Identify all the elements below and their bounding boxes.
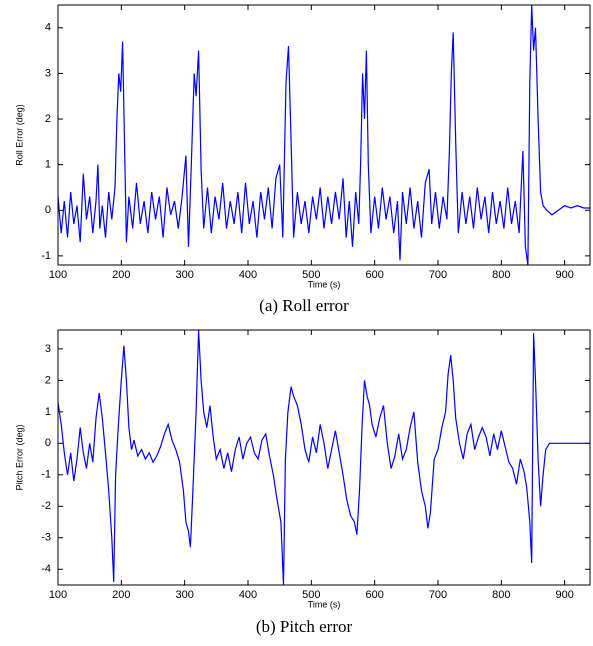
- y-tick-label: -4: [41, 563, 51, 575]
- x-tick-label: 200: [112, 269, 130, 281]
- y-axis-label: Roll Error (deg): [14, 104, 24, 166]
- y-tick-label: 2: [45, 374, 51, 386]
- x-tick-label: 500: [302, 589, 320, 601]
- y-tick-label: 1: [45, 406, 51, 418]
- x-tick-label: 400: [239, 269, 257, 281]
- data-line: [57, 4, 590, 266]
- y-tick-label: 3: [45, 67, 51, 79]
- x-tick-label: 600: [365, 589, 383, 601]
- x-tick-label: 300: [175, 589, 193, 601]
- y-tick-label: -2: [41, 500, 51, 512]
- y-tick-label: -1: [41, 469, 51, 481]
- y-tick-label: -3: [41, 532, 51, 544]
- x-tick-label: 300: [175, 269, 193, 281]
- y-tick-label: 4: [45, 22, 51, 34]
- x-tick-label: 100: [49, 269, 67, 281]
- y-tick-label: 2: [45, 113, 51, 125]
- plot-frame: [57, 329, 591, 586]
- x-axis-label: Time (s): [308, 599, 341, 609]
- x-tick-label: 200: [112, 589, 130, 601]
- y-tick-label: 3: [45, 343, 51, 355]
- x-axis-label: Time (s): [308, 279, 341, 289]
- x-tick-label: 900: [555, 269, 573, 281]
- caption: (b) Pitch error: [256, 617, 353, 636]
- x-tick-label: 800: [492, 589, 510, 601]
- x-tick-label: 100: [49, 589, 67, 601]
- x-tick-label: 600: [365, 269, 383, 281]
- y-tick-label: -1: [41, 250, 51, 262]
- plot-frame: [57, 4, 591, 266]
- x-tick-label: 700: [429, 269, 447, 281]
- y-tick-label: 0: [45, 204, 51, 216]
- x-tick-label: 800: [492, 269, 510, 281]
- y-tick-label: 1: [45, 159, 51, 171]
- y-tick-label: 0: [45, 437, 51, 449]
- x-tick-label: 700: [429, 589, 447, 601]
- caption: (a) Roll error: [259, 296, 349, 315]
- x-tick-label: 900: [555, 589, 573, 601]
- x-tick-label: 500: [302, 269, 320, 281]
- data-line: [57, 329, 590, 586]
- x-tick-label: 400: [239, 589, 257, 601]
- y-axis-label: Pitch Error (deg): [14, 424, 24, 490]
